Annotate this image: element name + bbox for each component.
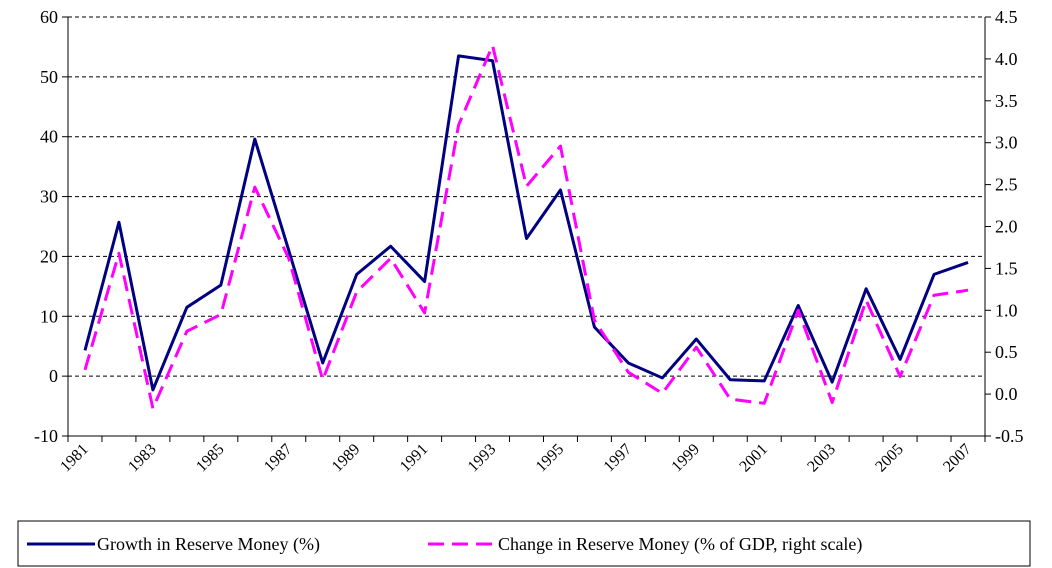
y-tick-label: 60 [40, 7, 58, 27]
series-line [83, 54, 969, 392]
legend-label: Change in Reserve Money (% of GDP, right… [498, 534, 862, 555]
x-tick-label: 2001 [736, 441, 771, 476]
series-line [83, 43, 969, 410]
y2-tick-label: -0.5 [995, 426, 1024, 446]
y-tick-label: 30 [40, 187, 58, 207]
y2-tick-label: 2.0 [995, 217, 1018, 237]
x-tick-label: 2007 [940, 441, 975, 476]
x-tick-label: 1999 [668, 441, 703, 476]
y2-tick-label: 1.0 [995, 300, 1018, 320]
x-tick-label: 2003 [804, 441, 839, 476]
x-tick-label: 1991 [397, 441, 432, 476]
x-tick-label: 1989 [329, 441, 364, 476]
y2-tick-label: 1.5 [995, 258, 1018, 278]
y2-tick-label: 4.0 [995, 49, 1018, 69]
y-tick-label: -10 [34, 426, 58, 446]
legend-box [17, 520, 1031, 567]
y2-tick-label: 4.5 [995, 7, 1018, 27]
x-tick-label: 1995 [533, 441, 568, 476]
y2-tick-label: 0.0 [995, 384, 1018, 404]
y2-tick-label: 2.5 [995, 175, 1018, 195]
x-tick-label: 2005 [872, 441, 907, 476]
y2-tick-label: 3.0 [995, 133, 1018, 153]
y-tick-label: 20 [40, 246, 58, 266]
x-tick-label: 1983 [125, 441, 160, 476]
y-tick-label: 40 [40, 127, 58, 147]
y2-tick-label: 3.5 [995, 91, 1018, 111]
x-tick-label: 1987 [261, 441, 296, 476]
x-tick-label: 1997 [601, 441, 636, 476]
legend-label: Growth in Reserve Money (%) [97, 534, 320, 555]
y-tick-label: 50 [40, 67, 58, 87]
y-tick-label: 0 [49, 366, 58, 386]
y-tick-label: 10 [40, 306, 58, 326]
x-tick-label: 1985 [193, 441, 228, 476]
y2-tick-label: 0.5 [995, 342, 1018, 362]
x-tick-label: 1993 [465, 441, 500, 476]
x-tick-label: 1981 [57, 441, 92, 476]
